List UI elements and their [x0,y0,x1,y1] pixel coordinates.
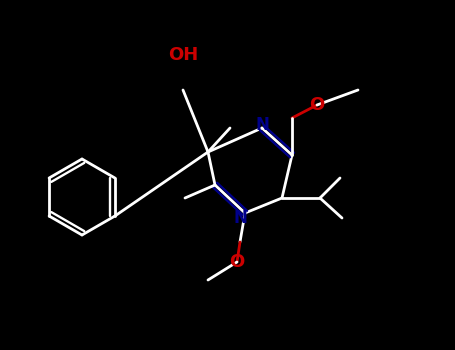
Text: O: O [229,253,245,271]
Text: OH: OH [168,46,198,64]
Text: N: N [255,116,269,134]
Text: O: O [309,96,324,114]
Text: N: N [233,209,247,227]
